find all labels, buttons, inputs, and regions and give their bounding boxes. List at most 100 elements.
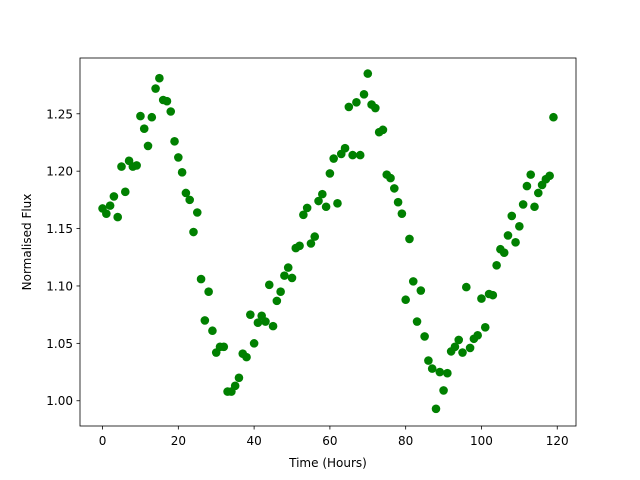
point [503, 231, 513, 240]
point [174, 153, 183, 162]
point [105, 201, 115, 210]
x-tick-label: 40 [246, 434, 261, 448]
x-tick-label: 80 [398, 434, 413, 448]
point [408, 277, 418, 286]
x-axis-label: Time (Hours) [288, 456, 367, 470]
point [477, 294, 486, 303]
point [530, 202, 539, 212]
y-tick-label: 1.05 [46, 337, 73, 351]
x-tick-label: 0 [99, 434, 107, 448]
point [170, 137, 179, 146]
y-tick-label: 1.20 [46, 165, 73, 179]
point [200, 316, 210, 325]
y-tick-label: 1.00 [46, 394, 73, 408]
point [253, 318, 263, 327]
x-tick-label: 120 [546, 434, 569, 448]
point [378, 125, 388, 135]
point [192, 208, 202, 217]
point [412, 317, 422, 326]
point [325, 169, 335, 178]
point [314, 196, 323, 206]
point [545, 171, 554, 181]
point [511, 238, 520, 247]
point [355, 150, 365, 160]
point [439, 386, 448, 395]
y-tick-label: 1.15 [46, 222, 73, 236]
point [151, 84, 160, 93]
point [268, 321, 278, 331]
point [230, 381, 240, 391]
point [196, 274, 206, 284]
point [549, 112, 558, 122]
point [242, 352, 251, 362]
point [416, 286, 426, 295]
point [427, 364, 437, 373]
point [302, 203, 312, 213]
point [109, 192, 119, 201]
point [522, 181, 532, 191]
point [424, 356, 433, 365]
point [492, 261, 501, 270]
point [526, 170, 536, 179]
point [458, 348, 467, 357]
y-tick-label: 1.10 [46, 279, 73, 293]
point [113, 212, 123, 222]
point [518, 200, 528, 209]
point [363, 69, 373, 78]
y-axis-label: Normalised Flux [20, 194, 34, 291]
point [204, 287, 213, 297]
point [515, 221, 524, 231]
point [462, 282, 471, 292]
point [473, 331, 482, 340]
point [120, 187, 130, 197]
x-tick-label: 100 [470, 434, 493, 448]
point [371, 103, 380, 113]
point [507, 211, 517, 221]
point [454, 335, 464, 345]
point [181, 188, 191, 198]
point [533, 188, 543, 198]
point [287, 273, 297, 283]
point [329, 154, 338, 163]
point [143, 141, 153, 151]
point [488, 290, 498, 300]
point [405, 234, 414, 244]
point [264, 280, 274, 290]
point [299, 210, 308, 220]
point [435, 367, 445, 377]
point [117, 162, 126, 171]
point [390, 184, 399, 193]
point [102, 209, 111, 218]
point [386, 173, 395, 183]
point [340, 143, 350, 153]
point [162, 96, 172, 106]
point [177, 168, 187, 177]
plot-frame [79, 57, 577, 427]
point [344, 102, 354, 112]
point [185, 195, 194, 205]
point [348, 150, 357, 160]
point [306, 239, 316, 248]
point [465, 343, 475, 353]
point [280, 271, 289, 280]
point [401, 295, 410, 305]
point [295, 241, 304, 251]
point [310, 232, 320, 241]
point [189, 227, 198, 237]
point [261, 317, 270, 326]
point [139, 124, 149, 134]
point [219, 342, 229, 352]
point [443, 368, 452, 378]
y-tick-label: 1.25 [46, 107, 73, 121]
point [397, 209, 407, 218]
point [147, 112, 157, 122]
point [499, 248, 509, 257]
point [246, 310, 255, 319]
point [283, 263, 293, 272]
point [480, 322, 490, 332]
x-tick-label: 20 [171, 434, 186, 448]
point [318, 189, 327, 199]
point [166, 107, 176, 116]
